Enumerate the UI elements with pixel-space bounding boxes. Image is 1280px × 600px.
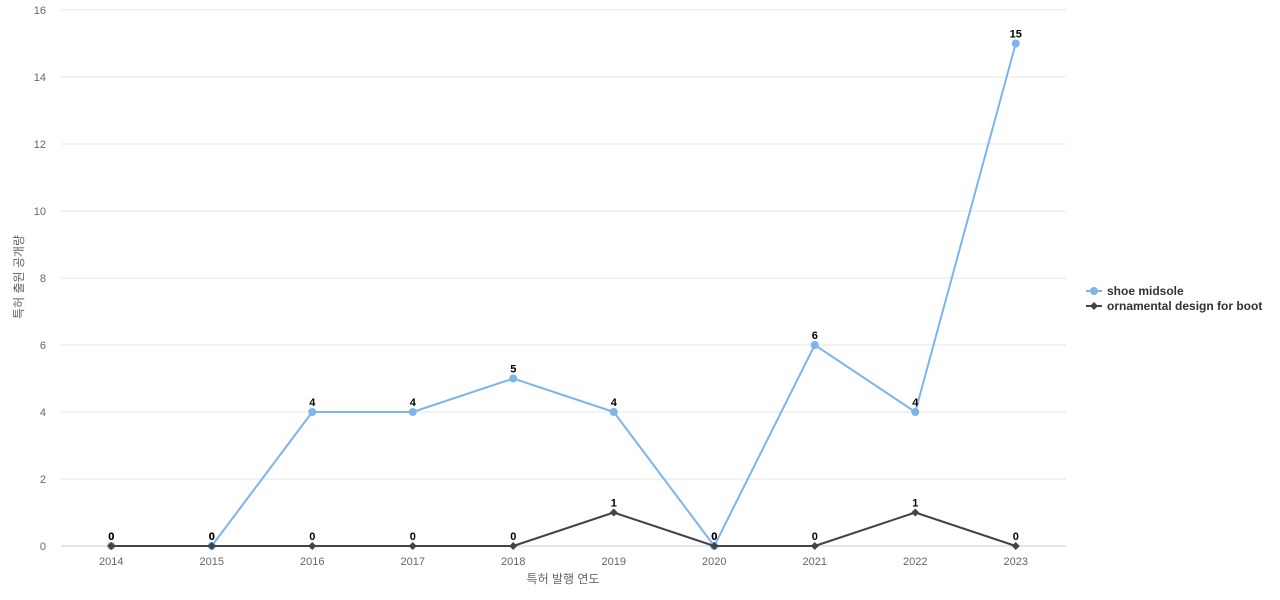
legend-label: shoe midsole	[1107, 283, 1184, 298]
x-axis-ticks: 2014 2015 2016 2017 2018 2019 2020 2021 2022 2023	[99, 556, 1028, 568]
data-point[interactable]	[609, 408, 618, 416]
data-label: 4	[309, 397, 316, 409]
data-label: 0	[711, 531, 717, 543]
y-tick-label: 16	[34, 5, 46, 17]
x-axis-title: 특허 발행 연도	[527, 571, 600, 586]
x-tick-label: 2022	[903, 556, 927, 568]
data-point[interactable]	[911, 508, 920, 517]
y-tick-label: 0	[40, 541, 46, 553]
x-tick-label: 2019	[602, 556, 626, 568]
data-label: 0	[510, 531, 516, 543]
data-point[interactable]	[308, 408, 317, 416]
x-tick-label: 2023	[1004, 556, 1028, 568]
legend: shoe midsole ornamental design for boot	[1086, 283, 1262, 313]
legend-item-ornamental-design-for-boot[interactable]: ornamental design for boot	[1086, 298, 1262, 313]
data-label: 0	[1013, 531, 1019, 543]
series-group	[107, 39, 1020, 550]
data-label: 0	[711, 531, 717, 543]
x-tick-label: 2017	[401, 556, 425, 568]
y-tick-label: 4	[40, 407, 46, 419]
data-label: 0	[108, 531, 114, 543]
x-tick-label: 2020	[702, 556, 726, 568]
data-label: 0	[309, 531, 315, 543]
data-point[interactable]	[408, 408, 417, 416]
data-point[interactable]	[1011, 542, 1020, 550]
data-point[interactable]	[710, 542, 719, 550]
data-label: 4	[912, 397, 919, 409]
data-point[interactable]	[308, 542, 317, 550]
data-point[interactable]	[810, 542, 819, 550]
y-axis-title: 특허 출원 공개량	[12, 235, 26, 319]
legend-circle-marker-icon	[1086, 286, 1102, 295]
data-point[interactable]	[107, 542, 116, 550]
data-point[interactable]	[509, 542, 518, 550]
data-label: 0	[108, 531, 114, 543]
data-point[interactable]	[207, 542, 216, 550]
data-label: 4	[410, 397, 417, 409]
x-tick-label: 2015	[200, 556, 224, 568]
y-tick-label: 14	[34, 72, 46, 84]
y-tick-label: 2	[40, 474, 46, 486]
data-label: 6	[812, 330, 818, 342]
data-point[interactable]	[1011, 39, 1020, 48]
y-tick-label: 8	[40, 273, 46, 285]
x-tick-label: 2021	[803, 556, 827, 568]
series-line	[111, 511, 1017, 547]
x-tick-label: 2016	[300, 556, 324, 568]
y-tick-label: 10	[34, 206, 46, 218]
y-tick-label: 12	[34, 139, 46, 151]
data-label: 0	[209, 531, 215, 543]
legend-label: ornamental design for boot	[1107, 298, 1263, 313]
data-point[interactable]	[509, 374, 518, 383]
series-line	[111, 43, 1017, 547]
data-point[interactable]	[911, 408, 920, 416]
grid-lines	[61, 9, 1066, 547]
data-label: 1	[611, 498, 617, 510]
legend-diamond-marker-icon	[1086, 301, 1102, 310]
data-label: 0	[812, 531, 818, 543]
x-tick-label: 2018	[501, 556, 525, 568]
data-label: 1	[912, 498, 918, 510]
x-tick-label: 2014	[99, 556, 123, 568]
data-label: 15	[1010, 29, 1022, 41]
data-point[interactable]	[810, 341, 819, 349]
data-label: 0	[209, 531, 215, 543]
y-axis-ticks: 0 2 4 6 8 10 12 14 16	[34, 5, 46, 553]
data-label: 5	[510, 364, 516, 376]
legend-item-shoe-midsole[interactable]: shoe midsole	[1086, 283, 1262, 298]
data-point[interactable]	[408, 542, 417, 550]
data-label: 0	[410, 531, 416, 543]
data-label: 4	[611, 397, 618, 409]
data-point[interactable]	[609, 508, 618, 517]
y-tick-label: 6	[40, 340, 46, 352]
